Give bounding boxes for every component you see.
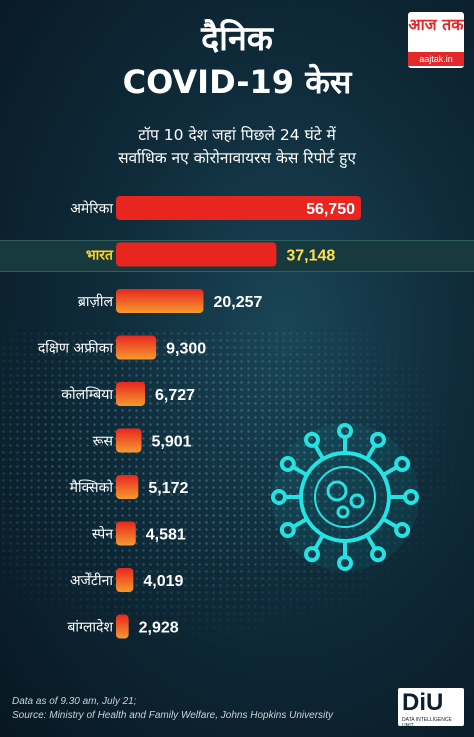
bar-5 — [116, 428, 142, 453]
chart-subtitle-line2: सर्वाधिक नए कोरोनावायरस केस रिपोर्ट हुए — [118, 149, 356, 167]
category-label-5: रूस — [93, 434, 114, 450]
chart-subtitle-line1: टॉप 10 देश जहां पिछले 24 घंटे में — [138, 126, 336, 144]
value-label-9: 2,928 — [139, 620, 179, 637]
bar-4 — [116, 382, 146, 406]
diu-logo: DiU DATA INTELLIGENCE UNIT — [398, 688, 464, 729]
category-label-6: मैक्सिको — [70, 479, 114, 496]
value-label-6: 5,172 — [148, 480, 188, 497]
diu-logo-tagline: DATA INTELLIGENCE UNIT — [402, 717, 452, 729]
value-label-3: 9,300 — [166, 341, 206, 358]
value-label-4: 6,727 — [155, 387, 195, 404]
aajtak-logo: आज तक aajtak.in — [408, 12, 464, 68]
bar-6 — [116, 475, 139, 499]
category-label-9: बांग्लादेश — [67, 619, 113, 636]
bar-2 — [116, 289, 204, 313]
page-title: दैनिक — [201, 19, 273, 59]
virus-icon — [271, 423, 419, 571]
category-label-7: स्पेन — [92, 526, 113, 543]
value-label-8: 4,019 — [143, 573, 183, 590]
value-label-1: 37,148 — [286, 248, 335, 265]
value-label-2: 20,257 — [213, 294, 262, 311]
value-label-0: 56,750 — [306, 201, 355, 218]
bar-1 — [116, 242, 277, 267]
category-label-3: दक्षिण अफ्रीका — [38, 340, 114, 357]
bar-0 — [116, 196, 361, 220]
page-title-line2: COVID-19 केस — [122, 63, 352, 101]
bar-9 — [116, 614, 129, 639]
category-label-0: अमेरिका — [70, 200, 113, 217]
footnote-date: Data as of 9.30 am, July 21; — [12, 696, 137, 707]
aajtak-logo-site: aajtak.in — [408, 52, 464, 66]
bar-8 — [116, 568, 134, 592]
value-label-5: 5,901 — [151, 434, 191, 451]
value-label-7: 4,581 — [146, 527, 186, 544]
category-label-8: अर्जेंटीना — [70, 572, 114, 589]
bar-7 — [116, 521, 136, 546]
diu-logo-mark: DiU — [402, 689, 444, 716]
footnote-source: Source: Ministry of Health and Family We… — [12, 710, 334, 721]
aajtak-logo-mark: आज तक — [408, 15, 464, 34]
category-label-2: ब्राज़ील — [78, 293, 114, 310]
category-label-4: कोलम्बिया — [61, 386, 113, 403]
world-map-background — [0, 330, 474, 650]
bar-3 — [116, 335, 157, 360]
category-label-1: भारत — [86, 248, 114, 264]
